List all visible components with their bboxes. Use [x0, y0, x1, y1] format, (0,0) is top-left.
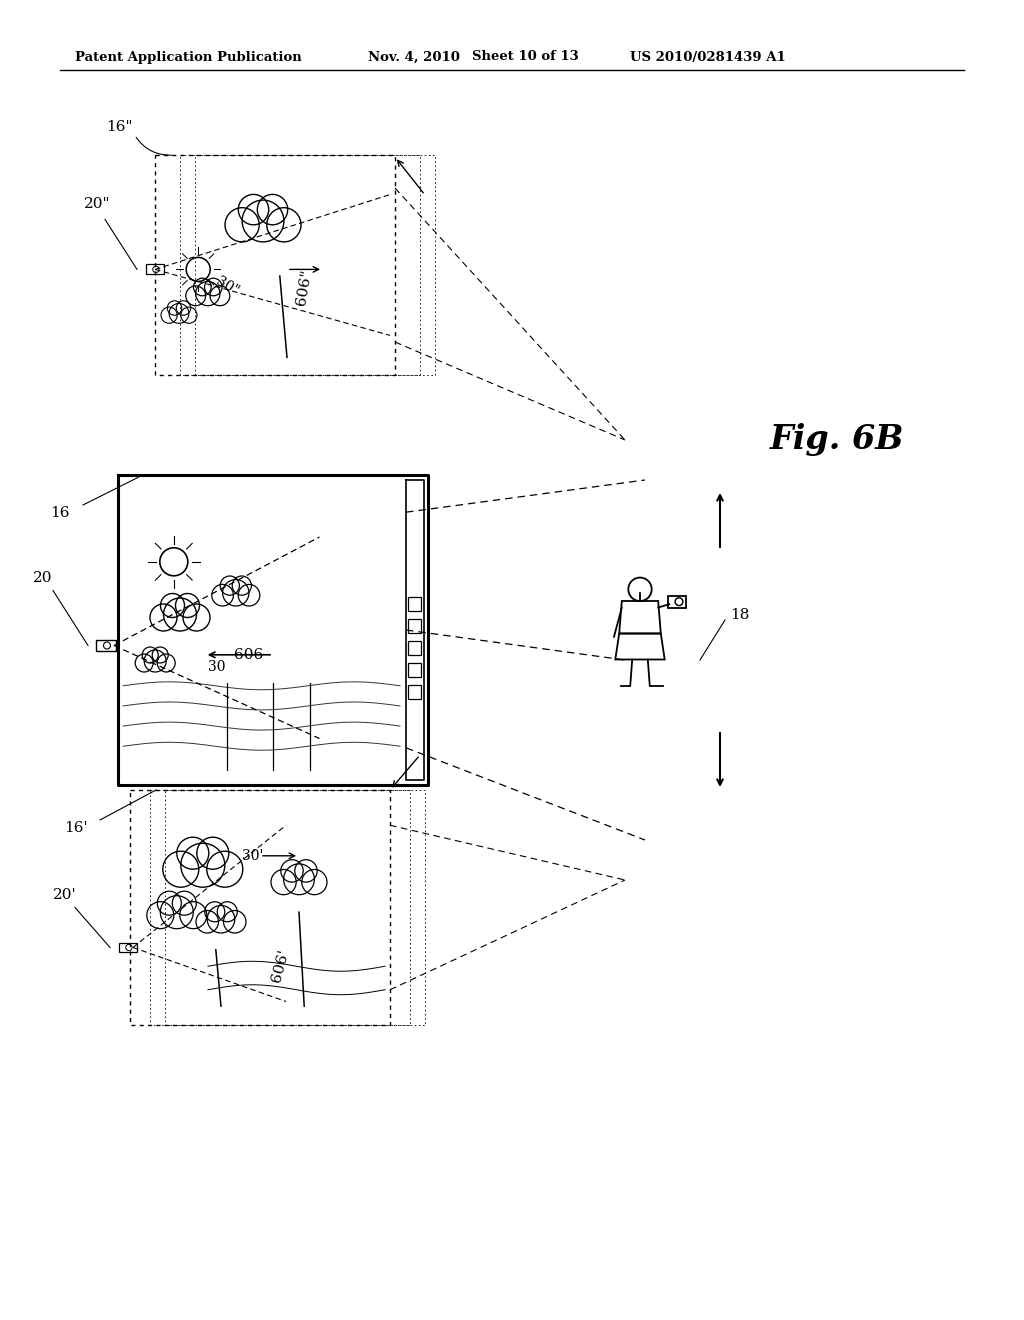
Bar [96, 640, 116, 651]
Text: 606: 606 [233, 648, 263, 661]
Bar [408, 685, 421, 698]
Text: Patent Application Publication: Patent Application Publication [75, 50, 302, 63]
Text: Fig. 6B: Fig. 6B [770, 424, 904, 457]
Bar [408, 640, 421, 655]
Text: Sheet 10 of 13: Sheet 10 of 13 [472, 50, 579, 63]
Text: 30: 30 [209, 660, 226, 675]
Text: 606": 606" [294, 268, 313, 306]
Bar [408, 663, 421, 677]
Text: 30': 30' [242, 849, 263, 863]
Text: 20": 20" [84, 198, 111, 211]
Bar [668, 595, 686, 607]
Bar [146, 264, 164, 275]
Text: US 2010/0281439 A1: US 2010/0281439 A1 [630, 50, 785, 63]
Text: 30": 30" [213, 275, 241, 300]
Text: 20': 20' [53, 888, 77, 903]
Text: 16": 16" [106, 120, 133, 135]
Text: Nov. 4, 2010: Nov. 4, 2010 [368, 50, 460, 63]
Text: 18: 18 [730, 609, 750, 622]
Text: 606': 606' [269, 948, 292, 985]
Bar [119, 942, 137, 953]
Bar [408, 597, 421, 611]
Bar [408, 619, 421, 632]
Text: 20: 20 [33, 570, 53, 585]
Text: 16': 16' [65, 821, 88, 836]
Text: 16: 16 [50, 506, 70, 520]
